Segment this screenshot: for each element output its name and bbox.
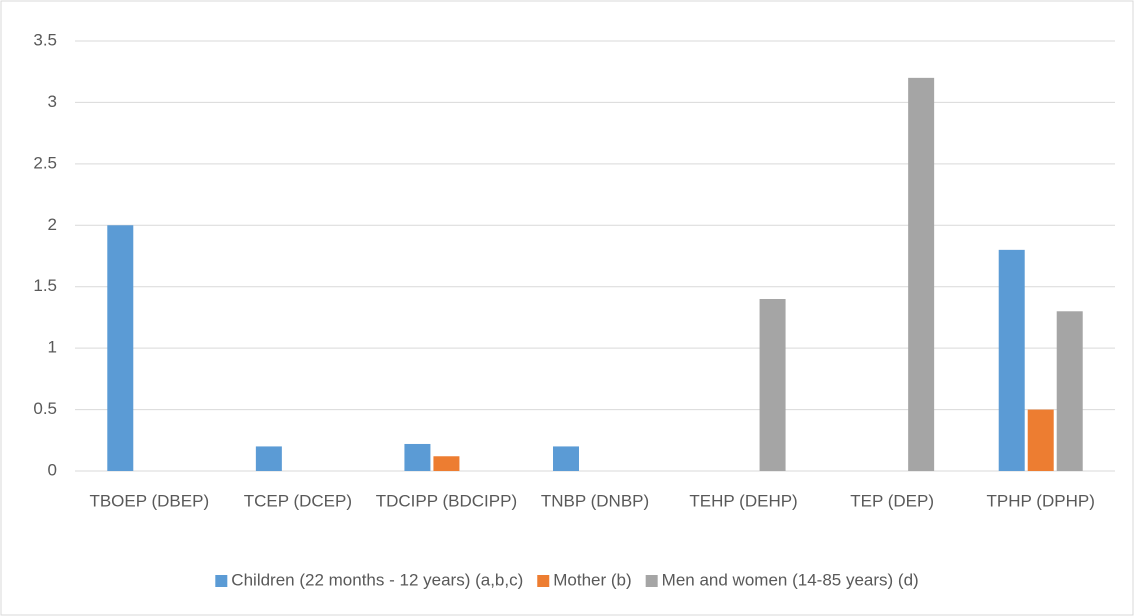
bar [553, 446, 579, 471]
legend-label: Children (22 months - 12 years) (a,b,c) [231, 570, 523, 589]
bar [759, 299, 786, 471]
x-tick-label: TCEP (DCEP) [244, 491, 352, 510]
bar [1027, 409, 1054, 471]
bar [255, 446, 282, 471]
legend-label: Men and women (14-85 years) (d) [662, 570, 919, 589]
x-tick-label: TNBP (DNBP) [541, 491, 649, 510]
y-tick-label: 2.5 [33, 153, 57, 172]
x-tick-label: TEP (DEP) [850, 491, 934, 510]
x-tick-label: TEHP (DEHP) [689, 491, 797, 510]
bar [433, 456, 460, 471]
legend-label: Mother (b) [553, 570, 631, 589]
bar [404, 443, 431, 471]
x-tick-label: TPHP (DPHP) [987, 491, 1095, 510]
bar [107, 225, 134, 471]
legend-swatch [537, 575, 550, 587]
y-tick-label: 0.5 [33, 399, 57, 418]
y-tick-label: 2 [48, 215, 57, 234]
bar [998, 249, 1025, 471]
legend: Children (22 months - 12 years) (a,b,c) M… [215, 570, 919, 589]
y-tick-label: 3.5 [33, 30, 57, 49]
y-tick-label: 3 [48, 92, 57, 111]
legend-swatch [645, 575, 658, 587]
x-tick-label: TBOEP (DBEP) [89, 491, 209, 510]
legend-swatch [215, 575, 228, 587]
bar [908, 77, 935, 471]
y-tick-label: 1 [48, 338, 57, 357]
x-tick-label: TDCIPP (BDCIPP) [376, 491, 517, 510]
y-tick-label: 1.5 [33, 276, 57, 295]
y-tick-label: 0 [48, 460, 57, 479]
bar [1056, 311, 1083, 471]
